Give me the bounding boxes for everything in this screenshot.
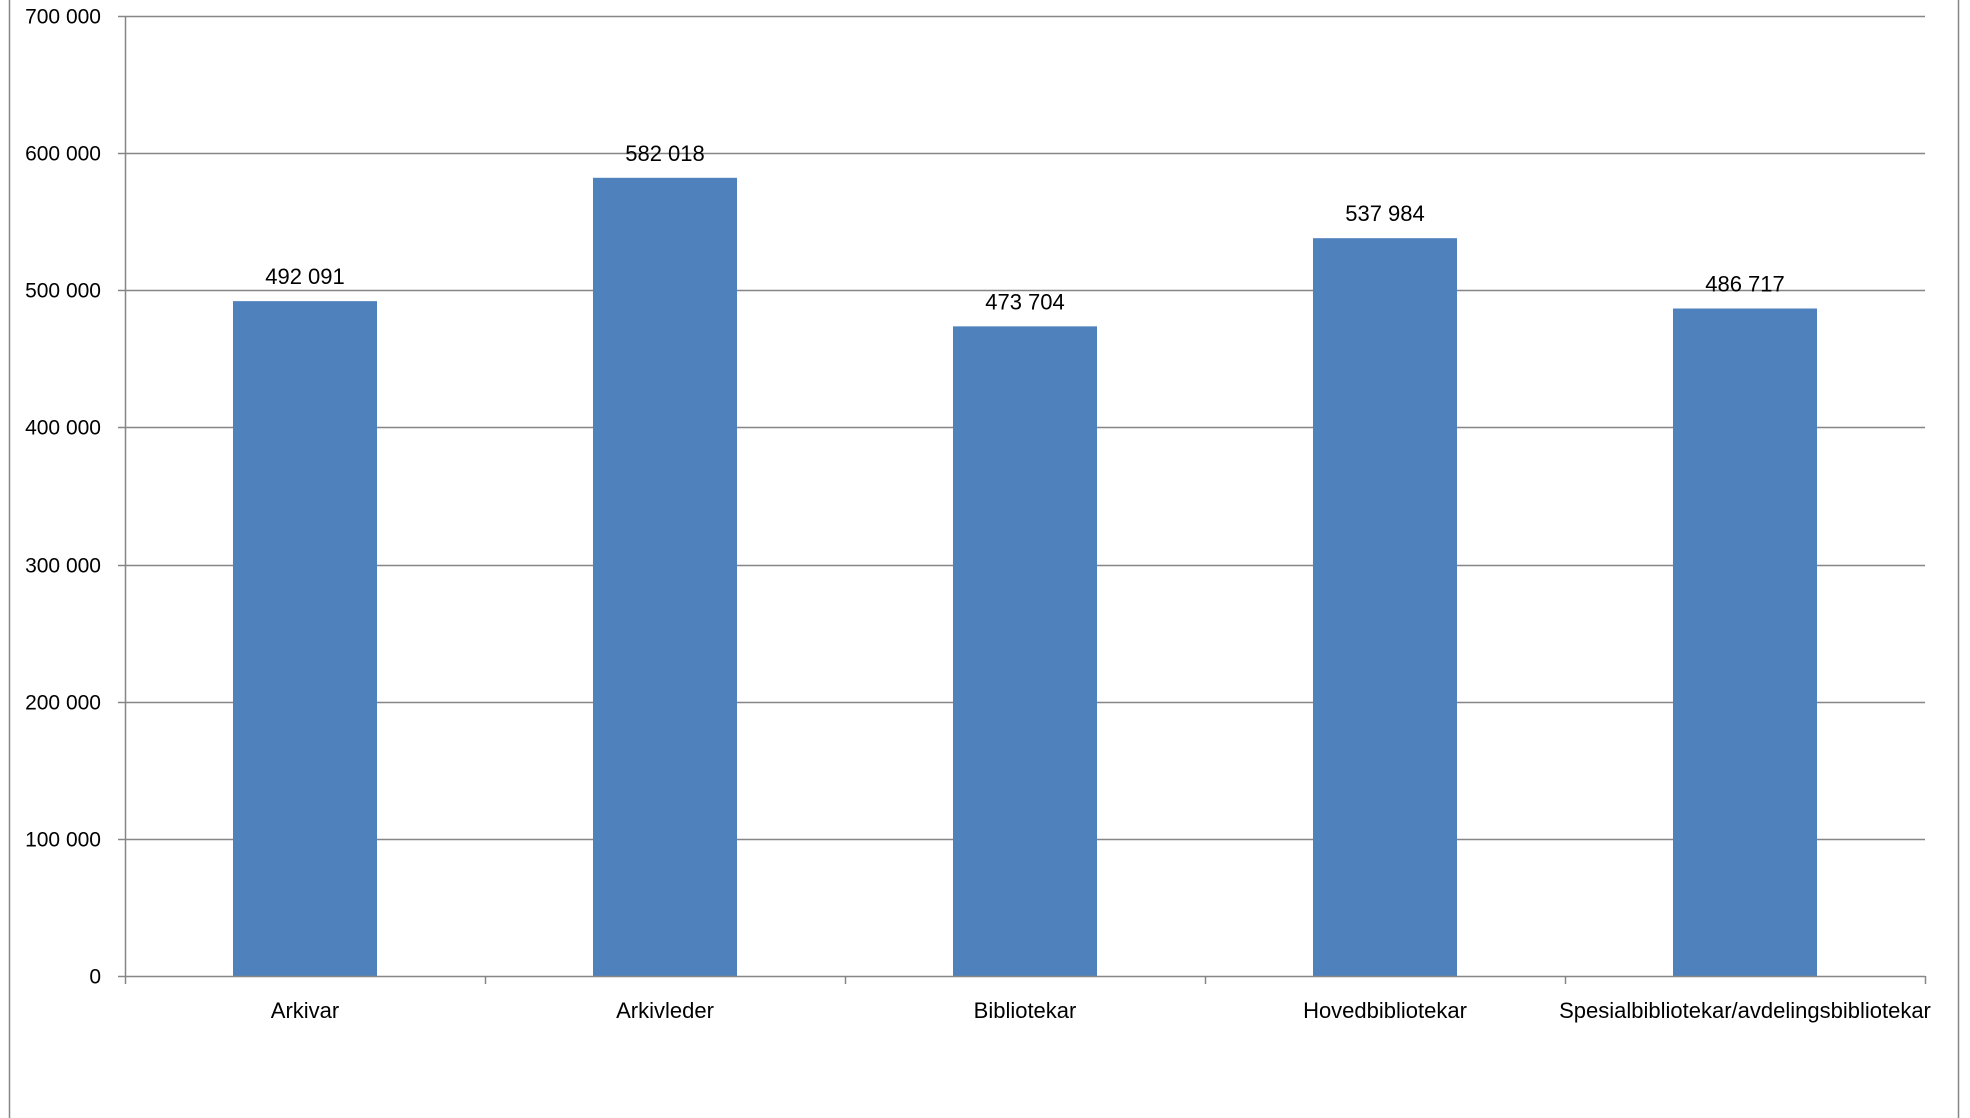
x-category-label: Arkivar (271, 998, 339, 1023)
y-tick-label: 0 (89, 966, 101, 989)
data-label: 473 704 (985, 289, 1065, 314)
y-tick-label: 200 000 (25, 692, 101, 715)
y-tick-label: 100 000 (25, 829, 101, 852)
bar-arkivar (233, 301, 377, 977)
bar-arkivleder (593, 177, 737, 976)
bar-bibliotekar (953, 326, 1097, 977)
y-tick-label: 700 000 (25, 6, 101, 29)
data-label: 486 717 (1705, 272, 1785, 297)
bar-hovedbibliotekar (1313, 238, 1457, 977)
x-category-label: Arkivleder (616, 998, 714, 1023)
data-label: 537 984 (1345, 201, 1425, 226)
y-tick-label: 300 000 (25, 555, 101, 578)
y-tick-label: 600 000 (25, 143, 101, 166)
y-tick-label: 400 000 (25, 417, 101, 440)
bar-spesialbibliotekar-avdelingsbibliotekar (1673, 308, 1817, 976)
data-label: 582 018 (625, 141, 705, 166)
x-category-label: Spesialbibliotekar/avdelingsbibliotekar (1559, 998, 1931, 1023)
data-label: 492 091 (265, 264, 345, 289)
y-tick-label: 500 000 (25, 280, 101, 303)
x-category-label: Bibliotekar (974, 998, 1077, 1023)
x-category-label: Hovedbibliotekar (1303, 998, 1467, 1023)
